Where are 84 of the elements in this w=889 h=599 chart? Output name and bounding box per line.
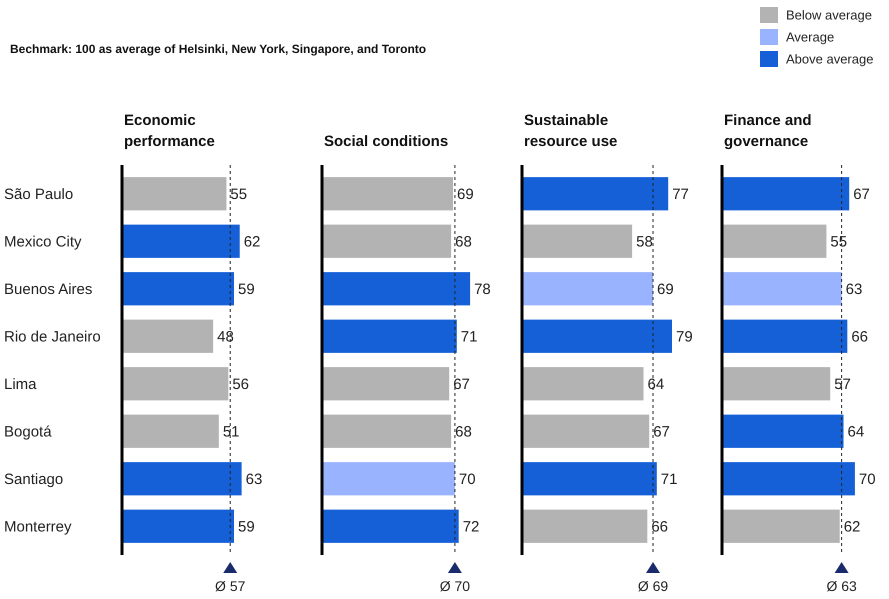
bar: [322, 510, 459, 543]
data-label: 58: [636, 234, 653, 250]
data-label: 66: [651, 518, 668, 536]
y-tick-label: Santiago: [4, 471, 64, 488]
data-label: 63: [246, 471, 262, 488]
ref-line-label: Ø 57: [215, 578, 246, 594]
bar: [322, 367, 450, 400]
bar: [122, 414, 219, 448]
bar: [122, 320, 214, 353]
data-label: 69: [457, 186, 474, 203]
bar: [522, 272, 654, 306]
bar: [322, 272, 470, 306]
bar: [122, 177, 226, 210]
data-label: 55: [830, 234, 848, 250]
data-label: 59: [238, 281, 255, 298]
bar: [722, 414, 844, 448]
text: Bechmark: 100 as average of Helsinki, New York, Singapore, and Toronto: [10, 42, 426, 56]
data-label: 62: [844, 518, 860, 536]
bar: [122, 224, 240, 258]
y-tick-label: Monterrey: [4, 518, 72, 536]
bar: [522, 510, 648, 543]
y-tick-label: Mexico City: [4, 234, 82, 250]
ref-line-label: Ø 63: [826, 578, 858, 594]
y-tick-label: Bogotá: [4, 424, 52, 440]
bar: [722, 367, 830, 400]
data-label: 55: [230, 186, 248, 203]
data-label: 48: [217, 328, 234, 346]
bar: [722, 224, 826, 258]
data-label: 64: [648, 376, 664, 393]
ref-line-label: Ø 69: [638, 578, 668, 594]
data-label: 72: [462, 518, 480, 536]
data-label: 51: [222, 424, 240, 440]
legend-label: Above average: [786, 52, 874, 67]
data-label: 78: [474, 281, 491, 298]
data-label: 66: [851, 328, 868, 346]
data-label: 62: [244, 234, 260, 250]
bar: [122, 510, 234, 543]
chart-title: Finance and governance: [724, 112, 812, 150]
y-tick-label: São Paulo: [4, 186, 74, 203]
data-label: 71: [660, 471, 678, 488]
y-tick-label: Buenos Aires: [4, 281, 92, 298]
bar: [122, 367, 228, 400]
data-label: 68: [455, 424, 472, 440]
data-label: 67: [853, 186, 870, 203]
data-label: 70: [458, 471, 476, 488]
data-label: 56: [232, 376, 250, 393]
legend-label: Below average: [786, 8, 872, 23]
bar: [522, 367, 644, 400]
data-label: 67: [453, 376, 470, 393]
chart-title: Social conditions: [324, 133, 448, 150]
bar: [322, 320, 457, 353]
bar: [122, 272, 234, 306]
data-label: 77: [672, 186, 689, 203]
bar: [722, 510, 840, 543]
chart-title: Sustainable resource use: [524, 112, 618, 150]
bar: [122, 462, 242, 496]
data-label: 70: [858, 471, 876, 488]
data-label: 79: [676, 328, 693, 346]
bar: [522, 414, 650, 448]
data-label: 64: [848, 424, 864, 440]
data-label: 68: [455, 234, 472, 250]
data-label: 69: [657, 281, 674, 298]
bar: [522, 462, 657, 496]
bar: [522, 177, 668, 210]
ref-line-label: Ø 70: [440, 578, 470, 594]
y-tick-label: Rio de Janeiro: [4, 328, 101, 346]
bar: [322, 224, 452, 258]
data-label: 63: [846, 281, 862, 298]
bar: [322, 414, 452, 448]
bar: [722, 272, 842, 306]
bar: [722, 177, 850, 210]
bar: [522, 320, 672, 353]
data-label: 59: [238, 518, 255, 536]
chart-title: Economic performance: [124, 112, 215, 150]
bar: [522, 224, 632, 258]
data-label: 57: [834, 376, 851, 393]
y-tick-label: Lima: [4, 376, 38, 393]
bar: [322, 462, 455, 496]
legend-label: Average: [786, 30, 834, 45]
data-label: 71: [460, 328, 478, 346]
data-label: 67: [653, 424, 670, 440]
bar: [722, 462, 855, 496]
bar: [322, 177, 454, 210]
bar: [722, 320, 848, 353]
